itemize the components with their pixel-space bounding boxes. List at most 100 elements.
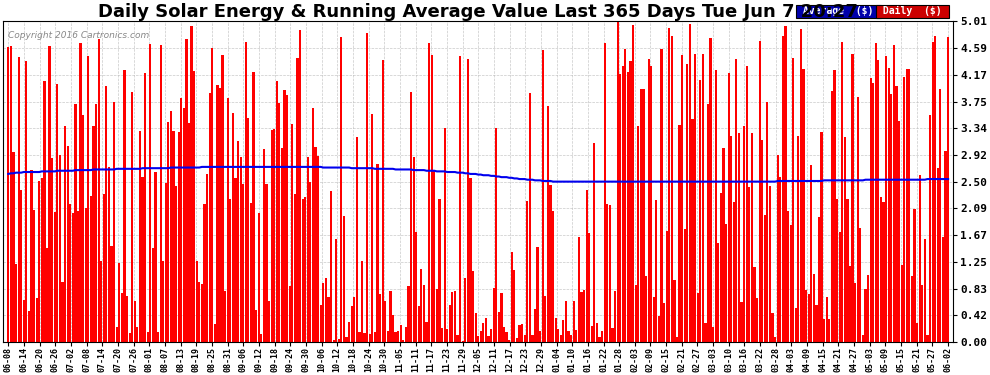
Bar: [41, 177, 43, 342]
Bar: [441, 327, 444, 342]
Bar: [609, 205, 611, 342]
Bar: [219, 88, 221, 342]
Bar: [787, 211, 789, 342]
Bar: [875, 43, 877, 342]
Bar: [534, 309, 537, 342]
Bar: [537, 248, 539, 342]
Bar: [74, 104, 76, 342]
Bar: [511, 252, 513, 342]
Bar: [882, 202, 885, 342]
Bar: [526, 201, 529, 342]
Bar: [214, 324, 216, 342]
Bar: [217, 85, 219, 342]
Bar: [387, 331, 389, 342]
Bar: [789, 225, 792, 342]
Bar: [660, 50, 662, 342]
Bar: [617, 22, 619, 342]
Bar: [185, 39, 187, 342]
Bar: [151, 248, 154, 342]
Bar: [562, 320, 564, 342]
Bar: [100, 261, 102, 342]
Bar: [33, 210, 36, 342]
Bar: [694, 54, 696, 342]
Bar: [795, 308, 797, 342]
Bar: [87, 57, 89, 342]
Bar: [188, 123, 190, 342]
Bar: [164, 183, 167, 342]
Bar: [846, 200, 848, 342]
Bar: [265, 184, 267, 342]
Bar: [374, 332, 376, 342]
Bar: [707, 104, 709, 342]
Bar: [678, 125, 681, 342]
Bar: [487, 336, 490, 342]
Bar: [888, 68, 890, 342]
Bar: [299, 30, 301, 342]
Bar: [932, 42, 934, 342]
Bar: [622, 66, 624, 342]
Bar: [461, 341, 463, 342]
Bar: [552, 211, 554, 342]
Bar: [893, 45, 895, 342]
Bar: [39, 181, 41, 342]
Bar: [697, 292, 699, 342]
Bar: [885, 56, 887, 342]
Bar: [529, 93, 531, 342]
Bar: [350, 306, 352, 342]
Bar: [524, 335, 526, 342]
Bar: [124, 70, 126, 342]
Bar: [810, 165, 813, 342]
Text: Daily  ($): Daily ($): [877, 6, 947, 16]
Bar: [307, 157, 309, 342]
Bar: [919, 175, 921, 342]
Bar: [328, 297, 330, 342]
Bar: [583, 290, 585, 342]
Bar: [353, 297, 355, 342]
Bar: [544, 296, 546, 342]
Bar: [848, 266, 851, 342]
Bar: [281, 148, 283, 342]
Bar: [903, 77, 905, 342]
Bar: [444, 129, 446, 342]
Bar: [172, 130, 174, 342]
Bar: [519, 324, 521, 342]
Bar: [929, 115, 932, 342]
Bar: [320, 305, 322, 342]
Bar: [585, 190, 588, 342]
Bar: [379, 294, 381, 342]
Bar: [134, 301, 136, 342]
Bar: [206, 174, 208, 342]
Bar: [681, 56, 683, 342]
Bar: [61, 282, 63, 342]
Bar: [482, 322, 484, 342]
Bar: [44, 81, 46, 342]
Bar: [118, 263, 121, 342]
Bar: [927, 334, 929, 342]
Bar: [842, 42, 843, 342]
Bar: [723, 148, 725, 342]
Bar: [159, 45, 161, 342]
Bar: [26, 61, 28, 342]
Bar: [421, 269, 423, 342]
Bar: [614, 291, 616, 342]
Bar: [296, 58, 299, 342]
Bar: [227, 98, 229, 342]
Bar: [69, 204, 71, 342]
Bar: [142, 177, 144, 342]
Bar: [46, 248, 49, 342]
Bar: [657, 316, 660, 342]
Bar: [392, 315, 394, 342]
Bar: [211, 48, 214, 342]
Bar: [895, 86, 898, 342]
Bar: [286, 96, 288, 342]
Bar: [56, 84, 58, 342]
Bar: [407, 286, 410, 342]
Bar: [446, 329, 448, 342]
Bar: [466, 58, 469, 342]
Bar: [684, 230, 686, 342]
Bar: [15, 264, 17, 342]
Bar: [601, 330, 603, 342]
Bar: [741, 302, 742, 342]
Bar: [469, 178, 471, 342]
Bar: [66, 146, 68, 342]
